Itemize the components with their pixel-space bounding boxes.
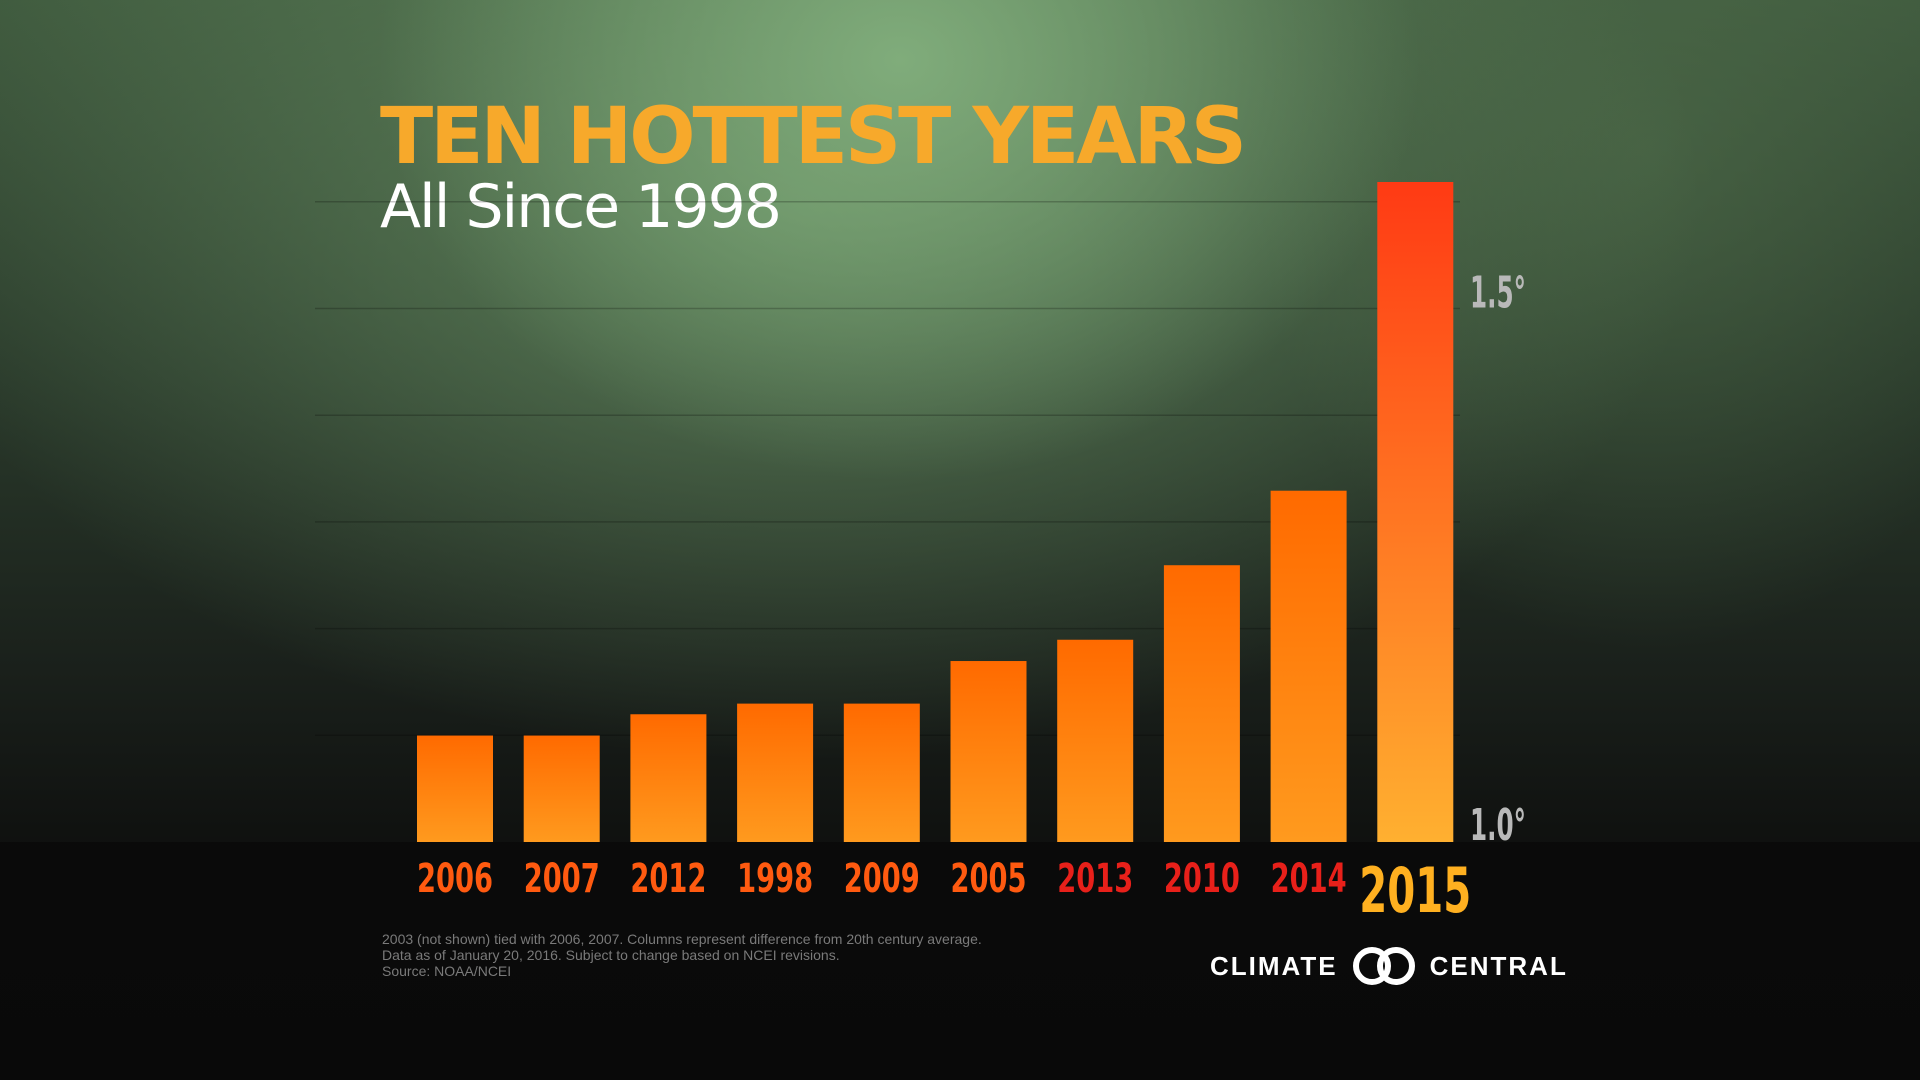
bottom-band: [0, 842, 1920, 1080]
category-label-2009: 2009: [844, 856, 920, 902]
bar-2015: [1377, 182, 1454, 842]
y-tick-label: 1.0°: [1470, 800, 1526, 851]
bar-2009: [843, 703, 920, 842]
y-tick-label: 1.5°: [1470, 268, 1526, 319]
category-label-1998: 1998: [737, 856, 813, 902]
category-label-2015: 2015: [1359, 854, 1471, 927]
footnote-line: 2003 (not shown) tied with 2006, 2007. C…: [382, 931, 982, 947]
footnote-line: Data as of January 20, 2016. Subject to …: [382, 947, 840, 963]
chart-subtitle: All Since 1998: [380, 172, 782, 242]
category-label-2012: 2012: [630, 856, 706, 902]
category-label-2010: 2010: [1164, 856, 1240, 902]
bar-2014: [1270, 490, 1347, 842]
bar-2007: [523, 735, 600, 842]
y-tick-labels: 1.0° 1.5°: [1470, 268, 1526, 851]
category-label-2006: 2006: [417, 856, 493, 902]
bar-2013: [1057, 639, 1134, 842]
footnote-line: Source: NOAA/NCEI: [382, 963, 512, 979]
category-label-2005: 2005: [951, 856, 1027, 902]
climate-central-rings-icon: [1352, 947, 1415, 985]
bar-2012: [630, 714, 707, 842]
footnotes: 2003 (not shown) tied with 2006, 2007. C…: [382, 931, 982, 979]
category-labels: 2006 2007 2012 1998 2009 2005 2013 2010 2014 2015: [417, 854, 1471, 927]
logo-right-text: CENTRAL: [1429, 950, 1568, 981]
bar-1998: [737, 703, 814, 842]
category-label-2007: 2007: [524, 856, 600, 902]
bar-2005: [950, 661, 1027, 842]
gridlines: [315, 201, 1460, 737]
chart-title: TEN HOTTEST YEARS: [380, 92, 1247, 182]
climate-central-logo: CLIMATE CENTRAL: [1210, 944, 1568, 988]
category-label-2014: 2014: [1271, 856, 1347, 902]
logo-left-text: CLIMATE: [1210, 950, 1338, 981]
bar-2010: [1163, 565, 1240, 842]
category-label-2013: 2013: [1057, 856, 1133, 902]
bar-2006: [417, 735, 493, 842]
bars: [417, 182, 1454, 842]
